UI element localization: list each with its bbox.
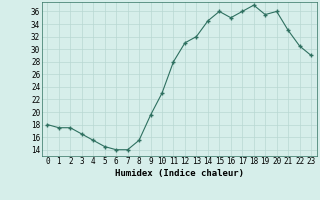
X-axis label: Humidex (Indice chaleur): Humidex (Indice chaleur) (115, 169, 244, 178)
